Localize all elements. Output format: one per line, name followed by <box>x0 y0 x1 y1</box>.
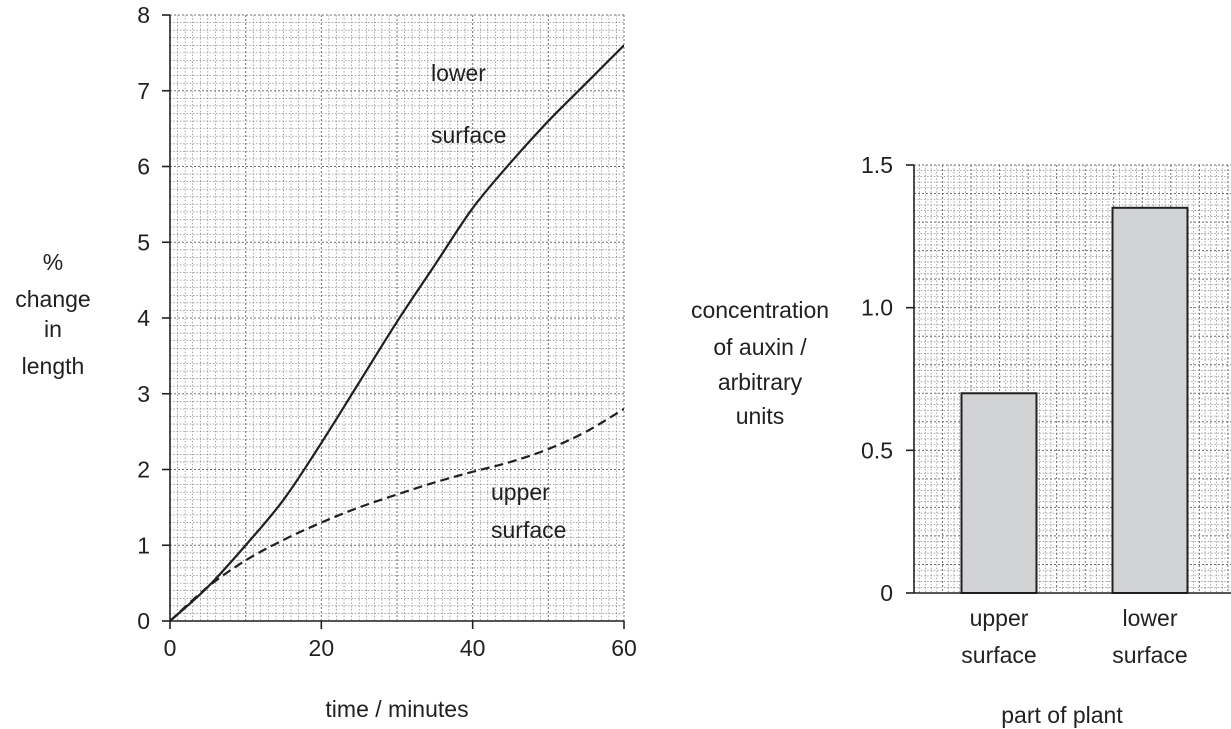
series-label-upper-line2: surface <box>491 517 566 543</box>
bar-category-upper-line1: upper <box>970 605 1029 631</box>
line-chart-grid <box>170 14 625 621</box>
y-tick-label: 4 <box>137 305 150 331</box>
y-tick-label: 1.5 <box>861 152 893 178</box>
y-tick-label: 8 <box>137 2 150 28</box>
bar-category-upper-line2: surface <box>961 642 1036 668</box>
bar-category-lower-line2: surface <box>1112 642 1187 668</box>
bar-chart-y-axis-title-line1: concentration <box>691 297 829 323</box>
line-chart-ticks: 0 1 2 3 4 5 6 7 8 0 20 40 60 <box>137 2 637 661</box>
y-tick-label: 1.0 <box>861 295 893 321</box>
line-chart-y-axis-title-line1: % <box>43 249 63 275</box>
y-tick-label: 3 <box>137 381 150 407</box>
bar-upper-surface <box>960 392 1038 594</box>
bar-category-lower-line1: lower <box>1123 605 1178 631</box>
line-chart-y-axis-title-line3: in <box>44 316 62 342</box>
y-tick-label: 6 <box>137 154 150 180</box>
line-chart: 0 1 2 3 4 5 6 7 8 0 20 40 60 lower surface upper sur… <box>15 2 637 722</box>
bar-chart: 0 0.5 1.0 1.5 upper surface lower surface p… <box>691 152 1231 728</box>
series-line-upper-surface <box>170 407 624 621</box>
y-tick-label: 0 <box>880 580 893 606</box>
line-chart-x-axis-title: time / minutes <box>325 696 468 722</box>
line-chart-series <box>170 44 624 621</box>
bar-chart-y-axis-title-line2: of auxin / <box>713 334 807 360</box>
bar-chart-x-axis-title: part of plant <box>1001 702 1123 728</box>
bar-chart-y-axis-title-line4: units <box>736 403 785 429</box>
y-tick-label: 0 <box>137 608 150 634</box>
series-label-lower-line1: lower <box>431 60 486 86</box>
y-tick-label: 5 <box>137 229 150 255</box>
x-tick-label: 20 <box>309 635 335 661</box>
bar-lower-surface <box>1111 206 1189 595</box>
series-label-upper-line1: upper <box>491 479 550 505</box>
x-tick-label: 40 <box>460 635 486 661</box>
series-line-lower-surface <box>170 44 624 621</box>
series-label-lower-line2: surface <box>431 122 506 148</box>
bar-chart-ticks: 0 0.5 1.0 1.5 <box>861 152 914 606</box>
y-tick-label: 7 <box>137 78 150 104</box>
y-tick-label: 2 <box>137 457 150 483</box>
x-tick-label: 60 <box>611 635 637 661</box>
line-chart-y-axis-title-line2: change <box>15 286 90 312</box>
bar-chart-bars <box>960 206 1189 595</box>
y-tick-label: 1 <box>137 532 150 558</box>
x-tick-label: 0 <box>164 635 177 661</box>
line-chart-y-axis-title-line4: length <box>22 353 85 379</box>
bar-chart-y-axis-title-line3: arbitrary <box>718 369 803 395</box>
y-tick-label: 0.5 <box>861 437 893 463</box>
